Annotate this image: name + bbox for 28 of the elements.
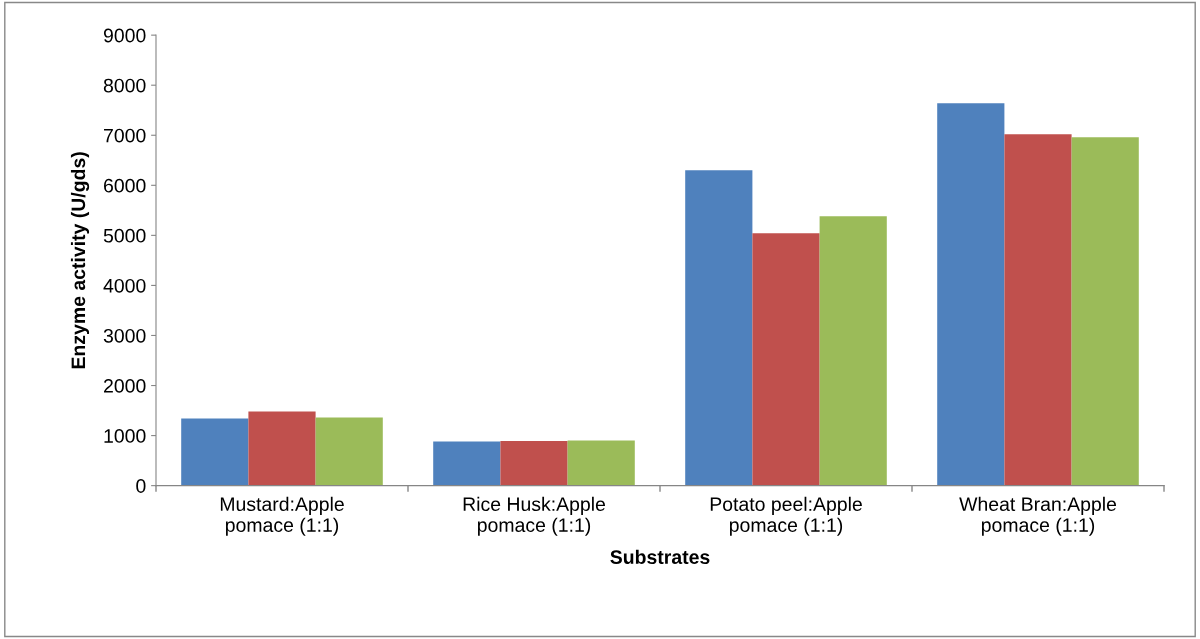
- bar: [315, 417, 383, 486]
- y-tick-label: 9000: [103, 28, 146, 43]
- y-tick-label: 6000: [104, 178, 146, 193]
- y-axis-title: Enzyme activity (U/gds): [70, 152, 90, 369]
- bar: [567, 440, 635, 486]
- x-tick-label: Mustard:Apple pomace (1:1): [220, 496, 344, 536]
- bar: [181, 418, 249, 486]
- y-tick-label: 1000: [104, 429, 146, 443]
- bar: [685, 170, 753, 486]
- y-tick-label: 8000: [103, 78, 146, 93]
- x-axis-title: Substrates: [610, 549, 710, 564]
- y-tick-label: 3000: [103, 328, 146, 343]
- y-tick-label: 5000: [103, 228, 146, 243]
- y-tick-label: 4000: [103, 278, 146, 293]
- bar: [500, 441, 568, 486]
- x-tick-label: Potato peel:Apple pomace (1:1): [710, 496, 862, 536]
- y-tick-label: 0: [136, 479, 146, 493]
- bar: [248, 411, 316, 486]
- bar: [752, 233, 820, 486]
- y-tick-label: 2000: [104, 379, 146, 393]
- bar: [1071, 137, 1139, 486]
- y-tick-label: 7000: [104, 128, 146, 143]
- x-tick-label: Rice Husk:Apple pomace (1:1): [463, 496, 606, 536]
- x-tick-label: Wheat Bran:Apple pomace (1:1): [959, 496, 1117, 536]
- bar: [819, 216, 887, 486]
- bar: [433, 441, 501, 486]
- bar: [1004, 134, 1072, 486]
- bar: [937, 103, 1005, 486]
